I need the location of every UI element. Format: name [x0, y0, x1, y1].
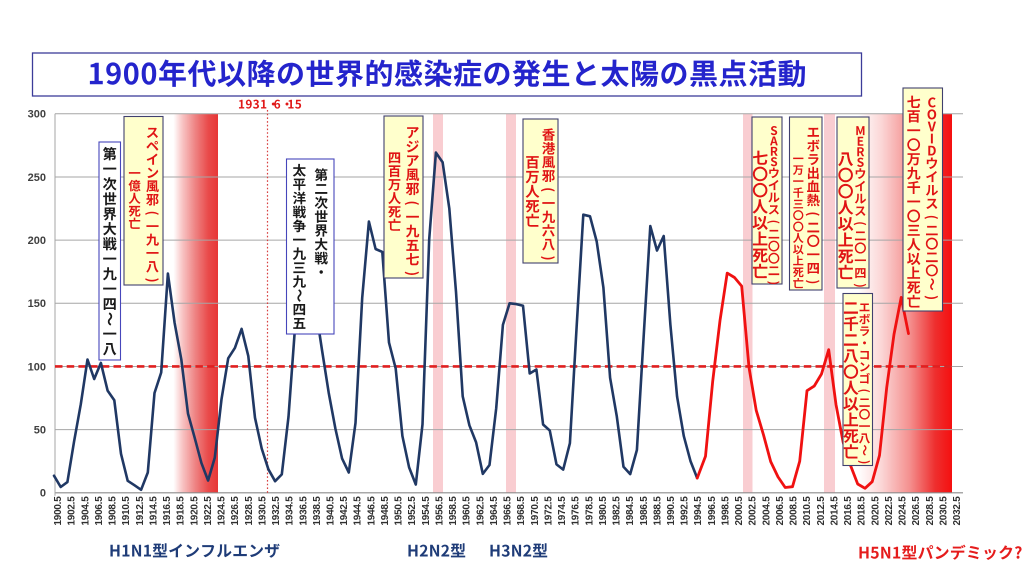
svg-text:1928.5: 1928.5 — [244, 496, 255, 526]
svg-text:0: 0 — [40, 488, 46, 500]
svg-text:1950.5: 1950.5 — [394, 496, 405, 526]
svg-text:2002.5: 2002.5 — [748, 496, 759, 526]
svg-text:2028.5: 2028.5 — [925, 496, 936, 526]
svg-text:1942.5: 1942.5 — [339, 496, 350, 526]
svg-text:2026.5: 2026.5 — [911, 496, 922, 526]
svg-text:1944.5: 1944.5 — [353, 496, 364, 526]
svg-text:2020.5: 2020.5 — [870, 496, 881, 526]
svg-text:1978.5: 1978.5 — [584, 496, 595, 526]
svg-text:1914.5: 1914.5 — [148, 496, 159, 526]
svg-text:2032.5: 2032.5 — [952, 496, 963, 526]
svg-text:2004.5: 2004.5 — [761, 496, 772, 526]
svg-text:2010.5: 2010.5 — [802, 496, 813, 526]
svg-text:1954.5: 1954.5 — [421, 496, 432, 526]
svg-text:1938.5: 1938.5 — [312, 496, 323, 526]
svg-text:1960.5: 1960.5 — [462, 496, 473, 526]
svg-text:2018.5: 2018.5 — [857, 496, 868, 526]
svg-text:1974.5: 1974.5 — [557, 496, 568, 526]
svg-text:1918.5: 1918.5 — [176, 496, 187, 526]
svg-text:1924.5: 1924.5 — [217, 496, 228, 526]
svg-text:2016.5: 2016.5 — [843, 496, 854, 526]
svg-text:2022.5: 2022.5 — [884, 496, 895, 526]
svg-text:1992.5: 1992.5 — [680, 496, 691, 526]
svg-text:1964.5: 1964.5 — [489, 496, 500, 526]
svg-text:250: 250 — [28, 172, 46, 184]
svg-text:1966.5: 1966.5 — [503, 496, 514, 526]
svg-text:2000.5: 2000.5 — [734, 496, 745, 526]
svg-text:1996.5: 1996.5 — [707, 496, 718, 526]
svg-text:1988.5: 1988.5 — [652, 496, 663, 526]
svg-text:1936.5: 1936.5 — [298, 496, 309, 526]
svg-text:1906.5: 1906.5 — [94, 496, 105, 526]
svg-text:2006.5: 2006.5 — [775, 496, 786, 526]
svg-text:1994.5: 1994.5 — [693, 496, 704, 526]
svg-text:1932.5: 1932.5 — [271, 496, 282, 526]
svg-text:1908.5: 1908.5 — [108, 496, 119, 526]
svg-text:2012.5: 2012.5 — [816, 496, 827, 526]
svg-text:2014.5: 2014.5 — [829, 496, 840, 526]
svg-text:200: 200 — [28, 235, 46, 247]
svg-text:1962.5: 1962.5 — [475, 496, 486, 526]
svg-text:150: 150 — [28, 298, 46, 310]
svg-text:1968.5: 1968.5 — [516, 496, 527, 526]
svg-text:1930.5: 1930.5 — [257, 496, 268, 526]
svg-text:1902.5: 1902.5 — [67, 496, 78, 526]
svg-text:1922.5: 1922.5 — [203, 496, 214, 526]
svg-text:1986.5: 1986.5 — [639, 496, 650, 526]
svg-text:1980.5: 1980.5 — [598, 496, 609, 526]
svg-text:1990.5: 1990.5 — [666, 496, 677, 526]
svg-text:2024.5: 2024.5 — [898, 496, 909, 526]
svg-text:1916.5: 1916.5 — [162, 496, 173, 526]
svg-text:1912.5: 1912.5 — [135, 496, 146, 526]
svg-text:1940.5: 1940.5 — [326, 496, 337, 526]
svg-text:1926.5: 1926.5 — [230, 496, 241, 526]
svg-text:1948.5: 1948.5 — [380, 496, 391, 526]
svg-text:1946.5: 1946.5 — [366, 496, 377, 526]
svg-text:2008.5: 2008.5 — [789, 496, 800, 526]
svg-text:1998.5: 1998.5 — [721, 496, 732, 526]
svg-text:2030.5: 2030.5 — [938, 496, 949, 526]
svg-text:1982.5: 1982.5 — [612, 496, 623, 526]
svg-text:1984.5: 1984.5 — [625, 496, 636, 526]
svg-text:1970.5: 1970.5 — [530, 496, 541, 526]
svg-text:1900.5: 1900.5 — [53, 496, 64, 526]
svg-text:1904.5: 1904.5 — [80, 496, 91, 526]
svg-text:300: 300 — [28, 109, 46, 121]
svg-text:1920.5: 1920.5 — [189, 496, 200, 526]
svg-text:1956.5: 1956.5 — [435, 496, 446, 526]
svg-text:1958.5: 1958.5 — [448, 496, 459, 526]
svg-text:1934.5: 1934.5 — [285, 496, 296, 526]
svg-text:100: 100 — [28, 361, 46, 373]
svg-text:1976.5: 1976.5 — [571, 496, 582, 526]
svg-text:50: 50 — [34, 424, 46, 436]
svg-text:1910.5: 1910.5 — [121, 496, 132, 526]
svg-text:1952.5: 1952.5 — [407, 496, 418, 526]
svg-text:1972.5: 1972.5 — [543, 496, 554, 526]
